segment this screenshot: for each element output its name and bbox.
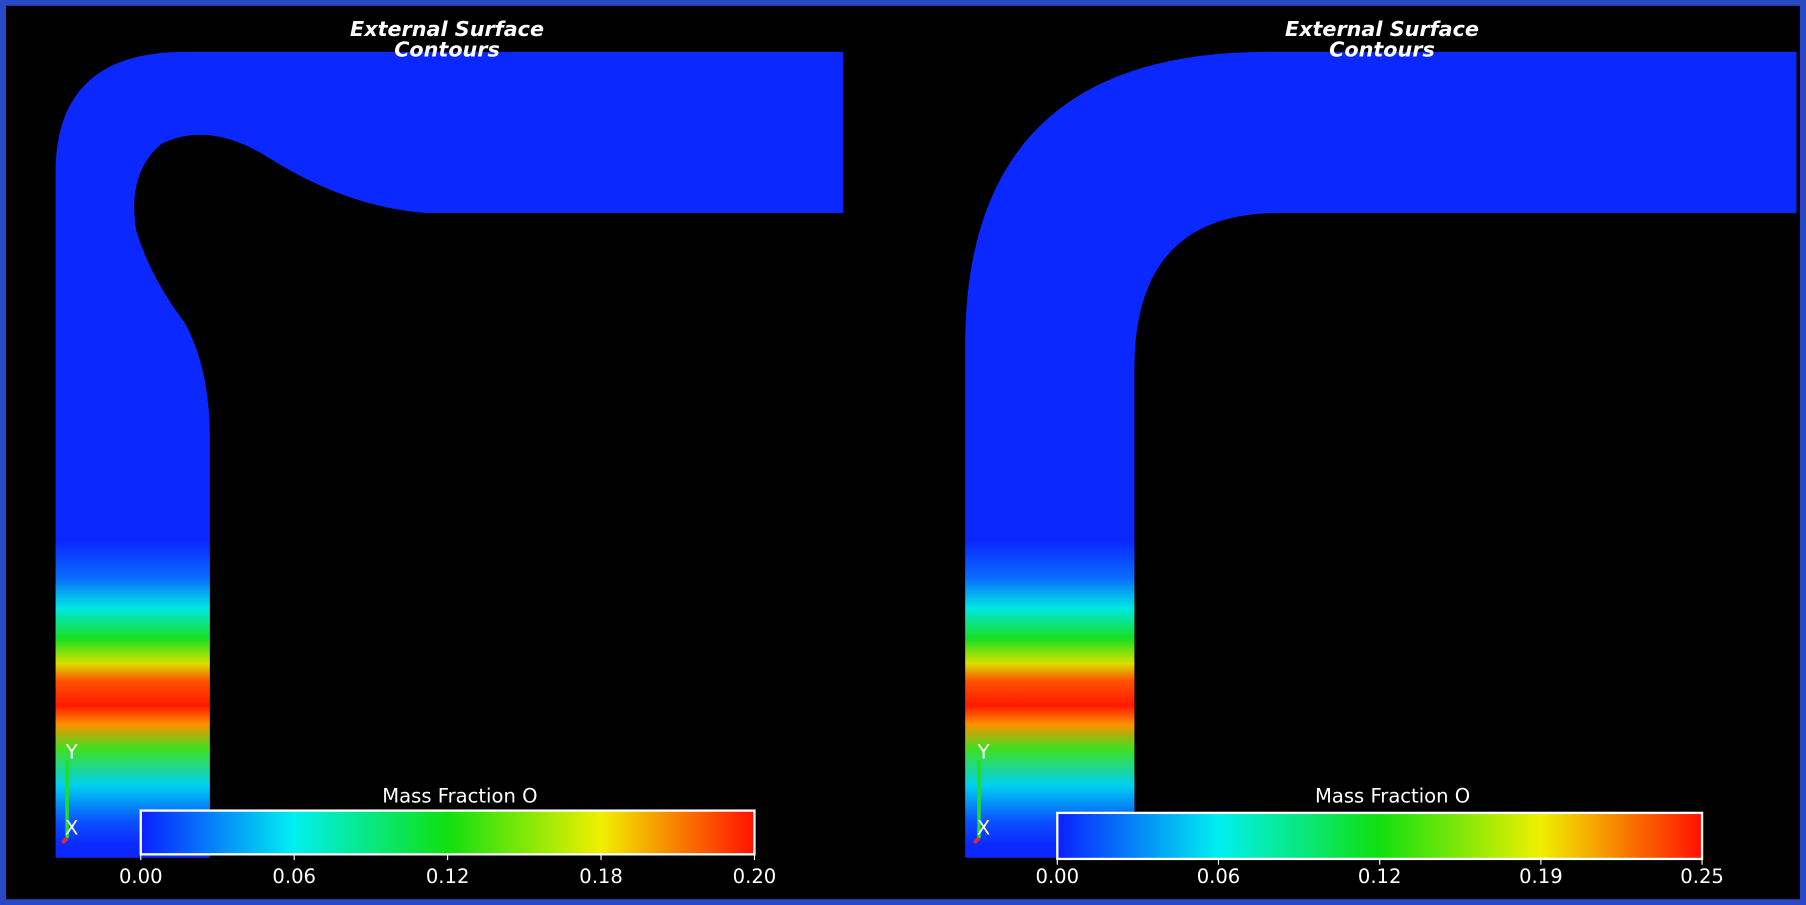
colorbar-tick-label: 0.18 bbox=[579, 865, 623, 888]
colorbar-tick-label: 0.00 bbox=[119, 865, 163, 888]
screenshot: External SurfaceContoursMass Fraction O0… bbox=[0, 0, 1806, 905]
colorbar-tick-label: 0.25 bbox=[1680, 865, 1724, 888]
colorbar-tick-label: 0.06 bbox=[272, 865, 316, 888]
colorbar bbox=[141, 811, 755, 855]
axis-y-label: Y bbox=[65, 741, 78, 764]
colorbar-tick-label: 0.12 bbox=[1358, 865, 1402, 888]
colorbar-label: Mass Fraction O bbox=[382, 784, 537, 807]
axis-x-label: X bbox=[977, 817, 990, 840]
colorbar-tick-label: 0.12 bbox=[426, 865, 470, 888]
colorbar-label: Mass Fraction O bbox=[1315, 784, 1470, 807]
axis-x-label: X bbox=[65, 817, 78, 840]
axis-y-label: Y bbox=[977, 741, 990, 764]
colorbar-tick-label: 0.19 bbox=[1519, 865, 1563, 888]
colorbar bbox=[1057, 813, 1702, 859]
panel-subtitle: Contours bbox=[1329, 38, 1435, 62]
colorbar-tick-label: 0.20 bbox=[733, 865, 777, 888]
colorbar-tick-label: 0.00 bbox=[1036, 865, 1080, 888]
panel-subtitle: Contours bbox=[394, 38, 500, 62]
colorbar-tick-label: 0.06 bbox=[1197, 865, 1241, 888]
